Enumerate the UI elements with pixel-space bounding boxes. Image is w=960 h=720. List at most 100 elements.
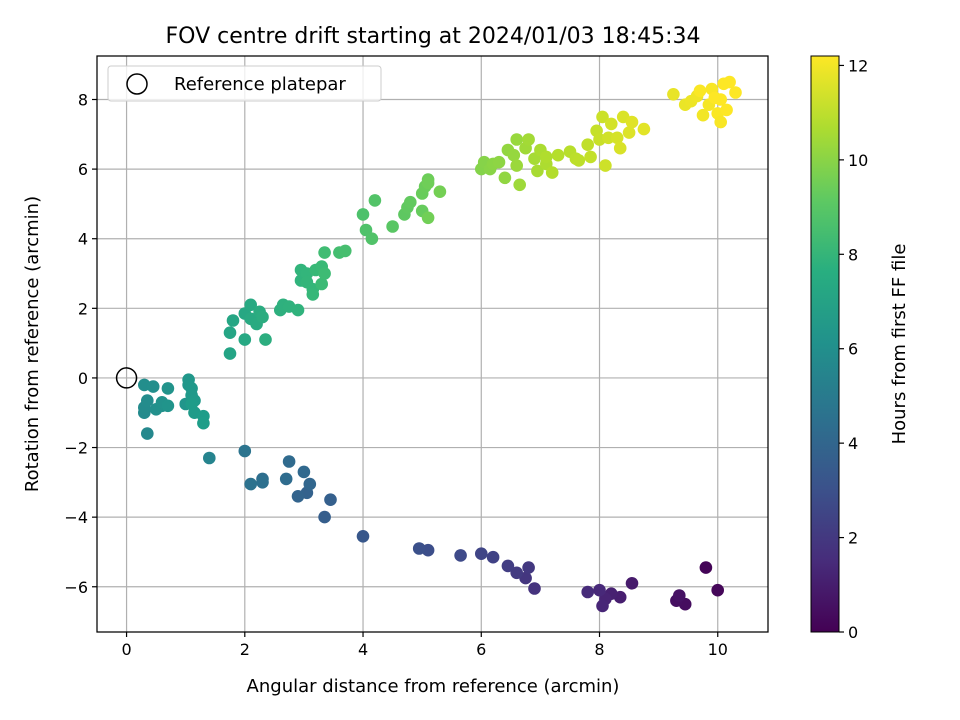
data-point <box>454 549 467 562</box>
legend: Reference platepar <box>107 65 382 102</box>
legend-entry-reference: Reference platepar <box>174 74 346 95</box>
data-point <box>303 477 317 491</box>
data-point <box>203 451 216 465</box>
data-point <box>226 314 240 327</box>
data-point <box>161 399 175 413</box>
data-point <box>622 126 636 139</box>
data-point <box>291 490 305 503</box>
data-point <box>141 427 154 440</box>
colorbar-tick-label: 4 <box>848 434 858 453</box>
data-point <box>282 455 296 468</box>
x-tick-label: 8 <box>594 640 604 659</box>
data-point <box>531 164 544 178</box>
y-tick-label: 2 <box>78 299 88 318</box>
data-point <box>545 166 559 179</box>
y-tick-label: 0 <box>78 369 88 388</box>
data-point <box>602 131 615 145</box>
reference-platepar-marker <box>115 367 138 389</box>
data-point <box>356 530 370 543</box>
data-point <box>693 84 707 98</box>
data-point <box>708 91 722 105</box>
data-point <box>223 347 237 360</box>
data-point <box>507 148 521 162</box>
data-point <box>581 585 594 599</box>
legend-box <box>107 65 382 102</box>
data-point <box>492 155 506 169</box>
data-point <box>368 194 382 207</box>
data-point <box>315 277 329 291</box>
plot-frame <box>96 55 769 633</box>
y-tick-label: 4 <box>78 230 88 249</box>
colorbar-tick-label: 0 <box>848 623 858 642</box>
data-point <box>318 267 331 280</box>
data-point <box>324 493 337 507</box>
data-point <box>522 561 535 574</box>
data-point <box>498 171 512 185</box>
data-point <box>339 244 352 258</box>
data-point <box>306 288 320 301</box>
data-point <box>584 150 597 164</box>
y-tick-label: −2 <box>64 439 88 458</box>
data-point <box>510 133 523 146</box>
data-point <box>421 211 435 225</box>
data-point <box>551 148 565 162</box>
data-point <box>599 159 612 172</box>
data-point <box>318 246 331 259</box>
data-point <box>386 220 399 233</box>
data-point <box>197 416 210 430</box>
y-tick-label: 8 <box>78 91 88 110</box>
plot-background <box>97 56 768 632</box>
data-point <box>223 326 237 340</box>
data-point <box>610 131 624 145</box>
data-point <box>486 550 500 564</box>
plot-area: 0 2 4 6 8 10 −6 −4 −2 0 2 4 6 8 <box>64 55 769 659</box>
x-axis-label: Angular distance from reference (arcmin) <box>247 676 620 697</box>
data-point <box>613 141 627 155</box>
data-point <box>297 465 311 479</box>
colorbar-tick-label: 8 <box>848 245 858 264</box>
y-axis-ticks: −6 −4 −2 0 2 4 6 8 <box>64 91 97 597</box>
data-point <box>161 382 175 395</box>
data-point <box>667 88 680 101</box>
data-point <box>256 310 269 324</box>
data-point <box>673 589 686 602</box>
x-tick-label: 10 <box>708 640 728 659</box>
data-point <box>185 397 198 411</box>
data-point <box>625 577 639 590</box>
data-point <box>625 115 639 129</box>
data-point <box>729 86 742 99</box>
data-point <box>279 472 293 486</box>
data-point <box>605 117 618 131</box>
data-point <box>637 122 651 136</box>
data-point <box>356 208 370 221</box>
data-point <box>696 108 710 122</box>
x-axis-ticks: 0 2 4 6 8 10 <box>121 632 728 659</box>
data-point <box>318 510 331 524</box>
colorbar-ticks: 0 2 4 6 8 10 12 <box>839 56 868 642</box>
colorbar-gradient <box>810 55 840 633</box>
data-point <box>528 582 541 595</box>
reference-point-layer <box>115 367 138 389</box>
data-point <box>238 333 252 346</box>
y-axis-label: Rotation from reference (arcmin) <box>22 196 43 492</box>
colorbar-tick-label: 10 <box>848 151 868 170</box>
y-tick-label: −4 <box>64 508 88 527</box>
data-point <box>475 547 488 560</box>
data-point <box>256 476 269 489</box>
data-point <box>365 232 379 245</box>
data-point <box>510 159 523 172</box>
colorbar-tick-label: 12 <box>848 56 868 75</box>
data-point <box>404 195 417 209</box>
data-point <box>596 110 609 124</box>
data-point <box>510 566 523 580</box>
data-point <box>714 115 727 129</box>
y-tick-label: 6 <box>78 160 88 179</box>
grid-lines <box>97 56 768 632</box>
colorbar: 0 2 4 6 8 10 12 Hours from first FF file <box>810 55 910 642</box>
data-point <box>720 103 733 117</box>
legend-marker-reference <box>126 73 148 95</box>
data-point <box>141 394 154 407</box>
data-point <box>412 542 426 555</box>
chart-title: FOV centre drift starting at 2024/01/03 … <box>166 24 701 49</box>
